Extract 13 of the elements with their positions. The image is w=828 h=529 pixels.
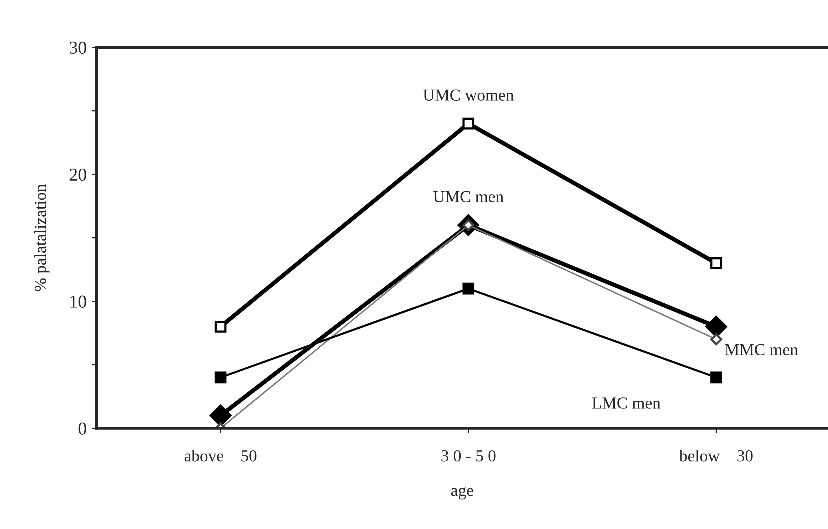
series-label: UMC women [423,90,514,101]
y-tick-label: 20 [70,168,86,182]
series-label: UMC men [434,191,504,203]
y-tick-label: 0 [78,422,86,435]
x-tick-label: above 50 [184,450,257,462]
series-label: MMC men [725,344,798,356]
y-axis-title: % palatalization [34,184,50,292]
x-tick-label: 3 0 - 5 0 [442,450,496,462]
y-tick-label: 10 [70,296,86,308]
x-axis-title: age [451,488,474,500]
text: LMC men [592,398,661,409]
y-tick-label: 30 [70,42,86,54]
x-tick-label: below 30 [679,450,753,462]
